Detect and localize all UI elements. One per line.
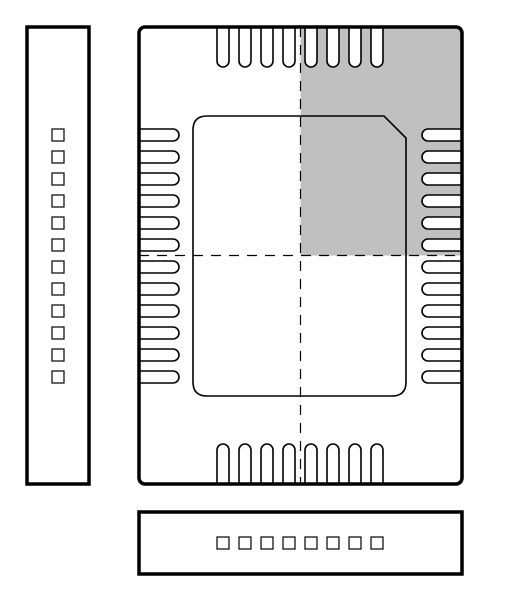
lead-pad [371, 537, 383, 549]
lead-pad [217, 537, 229, 549]
lead-pad [261, 537, 273, 549]
lead-pad [52, 239, 64, 251]
lead-pad [52, 261, 64, 273]
lead-pad [52, 283, 64, 295]
lead-pad [239, 537, 251, 549]
lead-pad [52, 305, 64, 317]
lead-pad [283, 537, 295, 549]
lead-pad [52, 151, 64, 163]
lead-pad [52, 195, 64, 207]
lead-pad [305, 537, 317, 549]
lead-pad [52, 371, 64, 383]
lead-pad [327, 537, 339, 549]
lead-pad [52, 349, 64, 361]
lead-pad [52, 173, 64, 185]
lead-pad [52, 129, 64, 141]
lead-pad [52, 327, 64, 339]
lead-pad [52, 217, 64, 229]
lead-pad [349, 537, 361, 549]
